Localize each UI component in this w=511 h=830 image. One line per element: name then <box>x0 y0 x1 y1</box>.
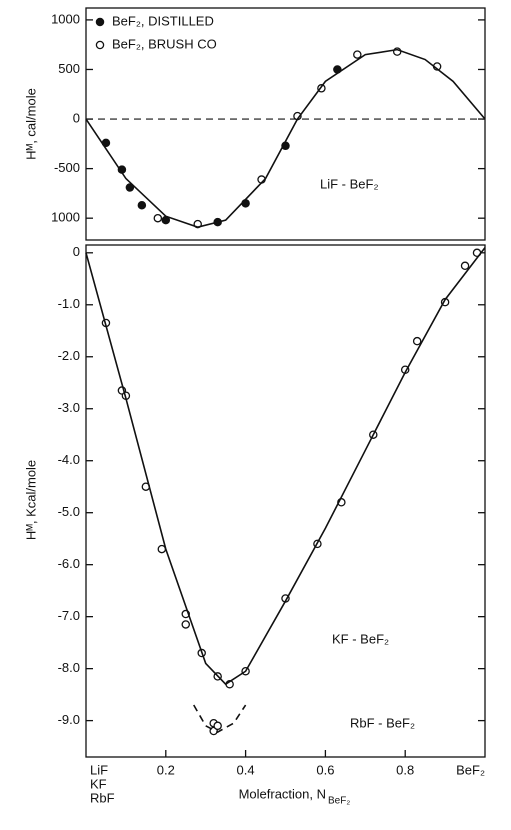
y-tick-label: -6.0 <box>58 556 80 571</box>
y-tick-label: -2.0 <box>58 348 80 363</box>
x-tick-label: 0.6 <box>316 762 334 777</box>
point <box>125 183 135 192</box>
legend-marker <box>95 40 105 50</box>
x-axis-label: Molefraction, N <box>239 786 326 801</box>
annotation: RbF - BeF₂ <box>350 715 415 730</box>
x-tick-label: 0.2 <box>157 762 175 777</box>
y-tick-label: 1000 <box>51 210 80 225</box>
y-axis-label: Hᴹ, cal/mole <box>23 88 38 160</box>
x-end-label: LiF <box>90 762 108 777</box>
x-axis-label-sub: BeF₂ <box>328 796 350 807</box>
annotation: KF - BeF₂ <box>332 631 389 646</box>
y-tick-label: 0 <box>73 244 80 259</box>
top-frame <box>85 7 486 241</box>
y-tick-label: -3.0 <box>58 400 80 415</box>
y-tick-label: -7.0 <box>58 608 80 623</box>
x-end-label: KF <box>90 776 107 791</box>
y-tick-label: -4.0 <box>58 452 80 467</box>
point <box>241 199 250 208</box>
x-tick-label: 0.8 <box>396 762 414 777</box>
y-tick-label: -9.0 <box>58 712 80 727</box>
y-tick-label: 0 <box>73 110 80 125</box>
annotation: LiF - BeF₂ <box>320 176 379 191</box>
point <box>213 721 222 731</box>
curve <box>85 247 486 686</box>
y-tick-label: -5.0 <box>58 504 80 519</box>
curve <box>85 48 486 228</box>
legend-label: BeF₂, BRUSH CO <box>112 36 217 51</box>
point <box>353 50 362 59</box>
y-tick-label: 500 <box>58 61 80 76</box>
x-end-label: RbF <box>90 790 115 805</box>
point <box>460 261 470 271</box>
point <box>181 620 190 629</box>
x-end-label: BeF₂ <box>456 762 485 777</box>
y-tick-label: 1000 <box>51 11 80 26</box>
y-tick-label: -500 <box>54 160 80 175</box>
y-tick-label: -8.0 <box>58 660 80 675</box>
bottom-frame <box>85 244 486 758</box>
legend-label: BeF₂, DISTILLED <box>112 13 214 28</box>
point <box>137 201 147 210</box>
y-tick-label: -1.0 <box>58 296 80 311</box>
point <box>412 336 422 346</box>
x-tick-label: 0.4 <box>237 762 255 777</box>
curve <box>193 704 247 733</box>
legend-marker <box>95 17 105 27</box>
y-axis-label: Hᴹ, Kcal/mole <box>23 460 38 540</box>
point <box>153 213 163 223</box>
